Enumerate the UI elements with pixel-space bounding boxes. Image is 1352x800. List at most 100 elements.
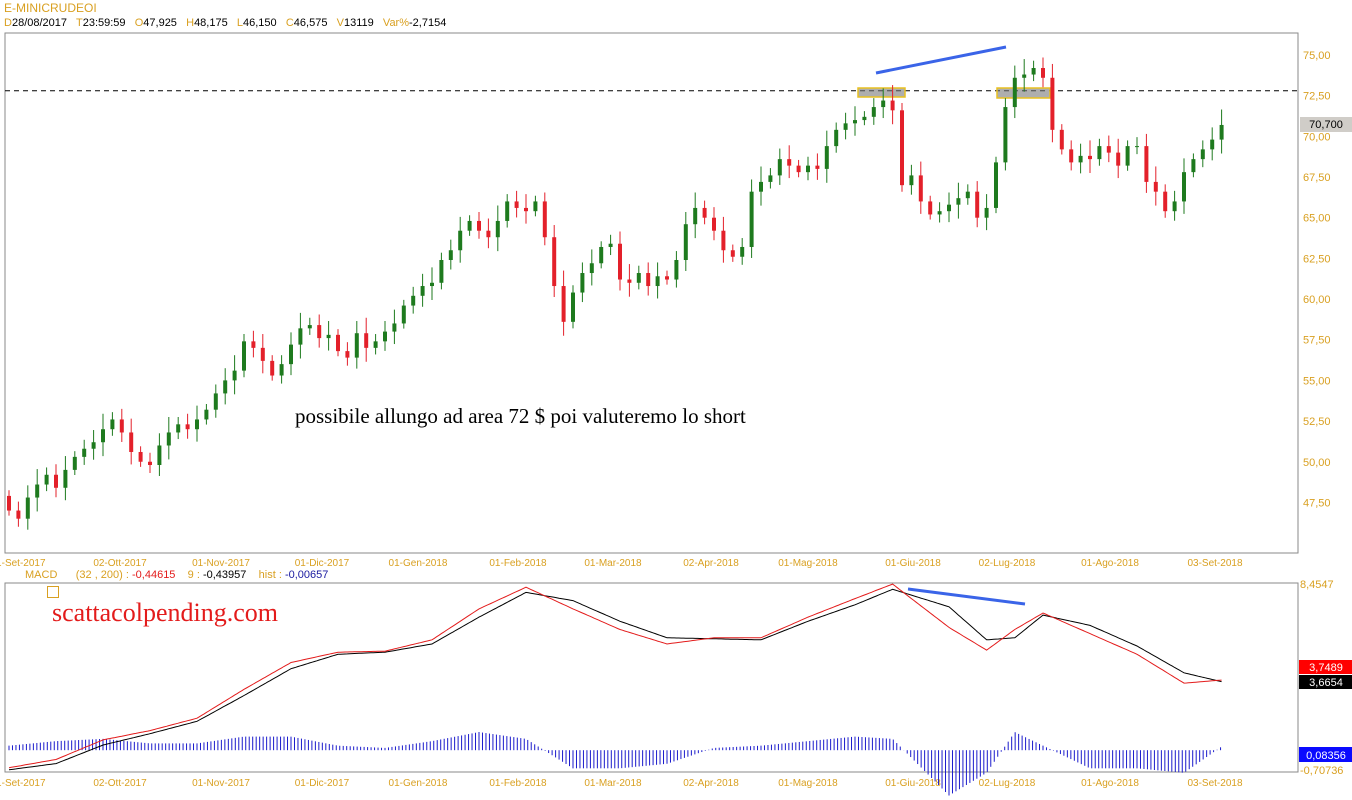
symbol-title: E-MINICRUDEOI bbox=[4, 1, 97, 15]
ohlc-info-bar: D28/08/2017 T23:59:59 O47,925 H48,175 L4… bbox=[4, 17, 452, 29]
candle-up bbox=[871, 107, 876, 117]
candle-down bbox=[514, 201, 519, 208]
candle-up bbox=[533, 201, 538, 212]
macd-time-axis-label: 01-Feb-2018 bbox=[489, 778, 547, 789]
candle-down bbox=[251, 341, 256, 348]
macd-time-axis-label: 01-Mar-2018 bbox=[584, 778, 642, 789]
candle-up bbox=[824, 146, 829, 169]
price-axis-label: 57,50 bbox=[1303, 335, 1331, 347]
info-value-5: 46,575 bbox=[293, 17, 337, 29]
macd-tag-text: 3,7489 bbox=[1309, 662, 1343, 674]
candle-up bbox=[25, 497, 30, 519]
price-axis-label: 60,00 bbox=[1303, 294, 1331, 306]
hist-tag-text: 0,08356 bbox=[1306, 750, 1346, 762]
candle-up bbox=[777, 159, 782, 176]
macd-axis-min: -0,70736 bbox=[1300, 765, 1343, 777]
candle-up bbox=[806, 165, 810, 173]
candle-down bbox=[1041, 68, 1045, 78]
candle-down bbox=[1163, 191, 1168, 212]
candle-up bbox=[1012, 77, 1017, 108]
macd-panel-frame bbox=[4, 582, 1299, 773]
macd-time-axis-label: 01-Nov-2017 bbox=[192, 778, 250, 789]
candle-down bbox=[552, 237, 557, 287]
candle-up bbox=[655, 276, 660, 287]
macd-time-axis-label: 01-Giu-2018 bbox=[885, 778, 941, 789]
candle-up bbox=[1078, 155, 1083, 163]
price-axis-label: 47,50 bbox=[1303, 497, 1331, 509]
time-axis-label: 01-Mar-2018 bbox=[584, 558, 642, 569]
candle-up bbox=[430, 282, 434, 287]
time-axis-label: 01-Nov-2017 bbox=[192, 558, 250, 569]
candle-up bbox=[1031, 68, 1036, 75]
candle-up bbox=[411, 295, 416, 306]
time-axis-label: 01-Ago-2018 bbox=[1081, 558, 1139, 569]
candle-up bbox=[984, 207, 989, 218]
candle-down bbox=[54, 474, 58, 488]
macd-time-axis-label: 02-Ott-2017 bbox=[93, 778, 147, 789]
candle-up bbox=[571, 292, 575, 322]
candle-down bbox=[1106, 146, 1111, 153]
candle-down bbox=[185, 424, 190, 430]
candle-down bbox=[1069, 149, 1074, 163]
candle-down bbox=[317, 325, 322, 339]
signal-value: -0,43957 bbox=[202, 569, 247, 581]
macd-value: -0,44615 bbox=[132, 569, 176, 581]
candle-up bbox=[495, 220, 500, 238]
candle-up bbox=[35, 484, 40, 498]
candle-up bbox=[683, 224, 688, 261]
macd-time-axis-label: 01-Set-2017 bbox=[0, 778, 46, 789]
candle-down bbox=[627, 279, 632, 283]
candle-down bbox=[975, 191, 980, 218]
candle-down bbox=[336, 334, 340, 352]
candle-down bbox=[7, 495, 11, 511]
candle-up bbox=[674, 260, 679, 280]
candle-up bbox=[580, 273, 585, 293]
price-axis-label: 50,00 bbox=[1303, 457, 1331, 469]
candle-up bbox=[157, 445, 162, 466]
candle-up bbox=[420, 286, 425, 296]
candle-up bbox=[909, 175, 914, 186]
time-axis-label: 03-Set-2018 bbox=[1187, 558, 1242, 569]
candle-up bbox=[204, 409, 209, 420]
candle-down bbox=[665, 276, 669, 280]
price-axis-label: 67,50 bbox=[1303, 172, 1331, 184]
info-key-4: L bbox=[236, 17, 244, 29]
candle-up bbox=[965, 191, 970, 199]
candle-up bbox=[195, 419, 199, 430]
candle-up bbox=[505, 201, 510, 221]
resistance-zone-1 bbox=[857, 87, 906, 98]
info-value-6: 13119 bbox=[343, 17, 383, 29]
last-price-value: 70,700 bbox=[1309, 119, 1343, 131]
candle-down bbox=[1050, 77, 1055, 130]
info-value-0: 28/08/2017 bbox=[11, 17, 76, 29]
price-axis-label: 72,50 bbox=[1303, 91, 1331, 103]
info-key-5: C bbox=[285, 17, 294, 29]
candle-down bbox=[542, 201, 547, 238]
macd-time-axis-label: 01-Mag-2018 bbox=[778, 778, 838, 789]
candle-up bbox=[1003, 107, 1008, 163]
candle-up bbox=[834, 129, 839, 147]
candle-up bbox=[881, 100, 886, 108]
candle-up bbox=[1125, 146, 1130, 166]
watermark: scattacolpending.com bbox=[52, 598, 278, 627]
candle-up bbox=[467, 220, 472, 231]
time-axis-label: 02-Ott-2017 bbox=[93, 558, 147, 569]
candle-down bbox=[787, 159, 792, 166]
chart-annotation: possibile allungo ad area 72 $ poi valut… bbox=[295, 404, 746, 428]
signal-value-tag bbox=[1299, 675, 1352, 689]
candle-up bbox=[1172, 201, 1177, 212]
time-axis-label: 02-Apr-2018 bbox=[683, 558, 739, 569]
info-value-4: 46,150 bbox=[243, 17, 286, 29]
candle-up bbox=[307, 325, 312, 329]
candle-up bbox=[608, 243, 613, 247]
candle-down bbox=[721, 230, 726, 251]
candle-down bbox=[712, 217, 716, 231]
candle-up bbox=[242, 341, 246, 371]
candle-up bbox=[383, 331, 387, 342]
time-axis-label: 01-Set-2017 bbox=[0, 558, 46, 569]
candle-down bbox=[730, 250, 735, 257]
candle-up bbox=[740, 246, 745, 257]
candle-down bbox=[1153, 181, 1158, 192]
macd-time-axis-label: 01-Gen-2018 bbox=[389, 778, 448, 789]
